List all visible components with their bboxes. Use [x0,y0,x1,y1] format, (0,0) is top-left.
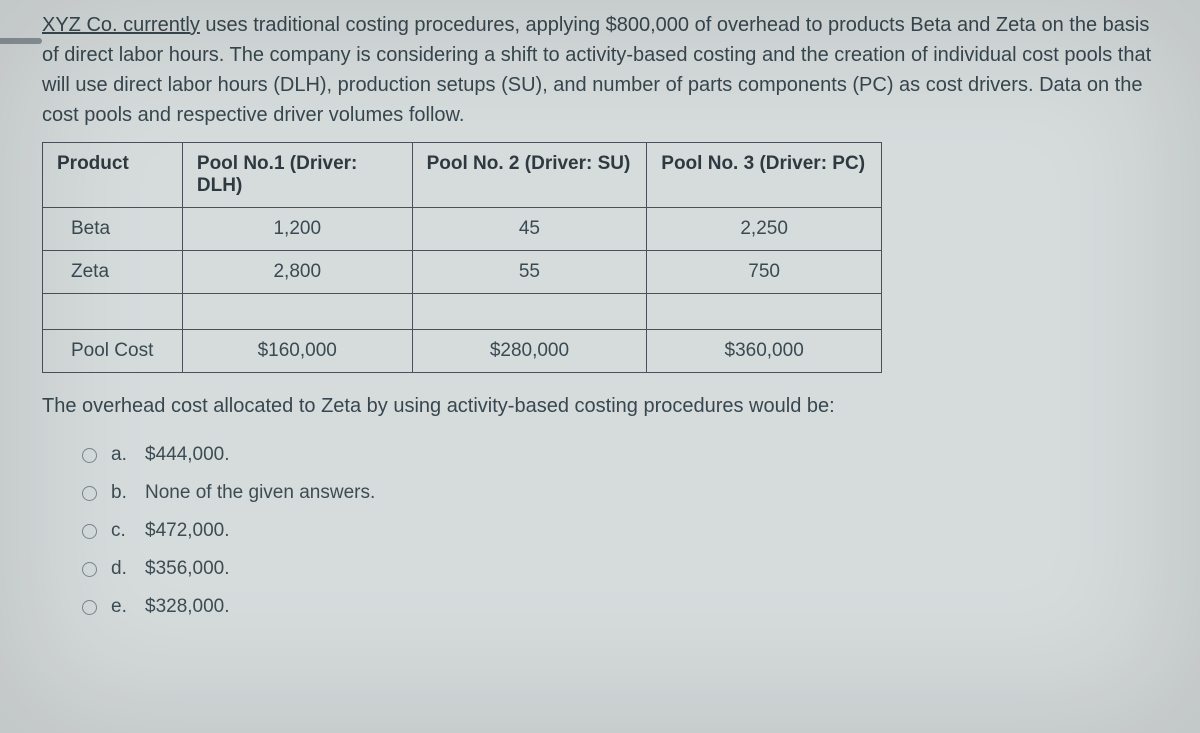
cost-pool-table: Product Pool No.1 (Driver: DLH) Pool No.… [42,142,882,373]
intro-underlined: XYZ Co. currently [42,14,200,36]
option-a[interactable]: a. $444,000. [82,444,1158,466]
option-b[interactable]: b. None of the given answers. [82,482,1158,504]
option-e[interactable]: e. $328,000. [82,596,1158,618]
footer-label: Pool Cost [43,330,183,373]
footer-cell: $160,000 [182,330,412,373]
table-header-row: Product Pool No.1 (Driver: DLH) Pool No.… [43,143,882,208]
option-text: $472,000. [145,520,230,542]
answer-options: a. $444,000. b. None of the given answer… [42,444,1158,618]
cell: 2,250 [647,208,882,251]
question-prompt: The overhead cost allocated to Zeta by u… [42,395,1158,418]
footer-cell: $280,000 [412,330,647,373]
option-text: $328,000. [145,596,230,618]
table-spacer-row [43,294,882,330]
col-header-product: Product [43,143,183,208]
radio-icon[interactable] [82,562,97,577]
radio-icon[interactable] [82,448,97,463]
page-marker [0,38,42,44]
cell: 2,800 [182,251,412,294]
option-letter: c. [111,520,131,542]
table-row: Beta 1,200 45 2,250 [43,208,882,251]
option-letter: a. [111,444,131,466]
option-letter: b. [111,482,131,504]
cell: 55 [412,251,647,294]
question-page: XYZ Co. currently uses traditional costi… [0,0,1200,654]
radio-icon[interactable] [82,486,97,501]
radio-icon[interactable] [82,524,97,539]
question-stem: XYZ Co. currently uses traditional costi… [42,0,1158,138]
footer-cell: $360,000 [647,330,882,373]
col-header-pool3: Pool No. 3 (Driver: PC) [647,143,882,208]
row-label: Beta [43,208,183,251]
option-text: $444,000. [145,444,230,466]
cell: 1,200 [182,208,412,251]
option-letter: d. [111,558,131,580]
radio-icon[interactable] [82,600,97,615]
col-header-pool1: Pool No.1 (Driver: DLH) [182,143,412,208]
option-letter: e. [111,596,131,618]
cell: 750 [647,251,882,294]
row-label: Zeta [43,251,183,294]
intro-rest: uses traditional costing procedures, app… [42,14,1151,126]
col-header-pool2: Pool No. 2 (Driver: SU) [412,143,647,208]
option-text: None of the given answers. [145,482,375,504]
cell: 45 [412,208,647,251]
table-footer-row: Pool Cost $160,000 $280,000 $360,000 [43,330,882,373]
option-text: $356,000. [145,558,230,580]
option-d[interactable]: d. $356,000. [82,558,1158,580]
table-row: Zeta 2,800 55 750 [43,251,882,294]
option-c[interactable]: c. $472,000. [82,520,1158,542]
